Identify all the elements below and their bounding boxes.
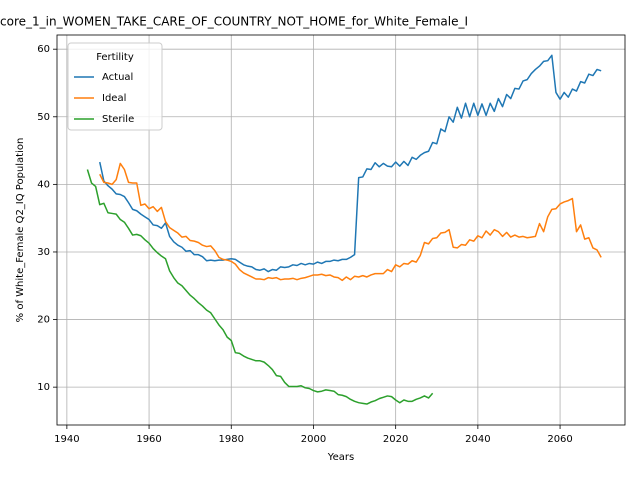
y-tick-label: 10	[37, 382, 50, 393]
line	[99, 162, 602, 282]
plot-frame	[56, 34, 626, 426]
x-tick-label: 1940	[54, 434, 79, 445]
y-tick-label: 60	[37, 44, 50, 55]
chart-title: core_1_in_WOMEN_TAKE_CARE_OF_COUNTRY_NOT…	[0, 15, 468, 29]
x-tick-label: 2060	[547, 434, 572, 445]
y-tick-label: 50	[37, 112, 50, 123]
y-tick-label: 20	[37, 315, 50, 326]
x-axis-label: Years	[327, 452, 354, 463]
legend: Fertility Actual Ideal Sterile	[67, 42, 163, 131]
x-tick-label: 2000	[301, 434, 326, 445]
y-tick-label: 30	[37, 247, 50, 258]
legend-label: Actual	[102, 72, 133, 83]
y-axis-label: % of White_Female Q2_IQ Population	[15, 138, 26, 323]
x-tick-label: 1980	[219, 434, 244, 445]
x-tick-label: 2040	[465, 434, 490, 445]
line	[86, 169, 434, 405]
legend-title: Fertility	[96, 52, 134, 63]
legend-box	[67, 42, 163, 131]
x-tick-label: 1960	[136, 434, 161, 445]
y-tick-label: 40	[37, 179, 50, 190]
x-tick-label: 2020	[383, 434, 408, 445]
legend-label: Ideal	[102, 93, 126, 104]
line	[99, 54, 602, 273]
legend-label: Sterile	[102, 114, 134, 125]
